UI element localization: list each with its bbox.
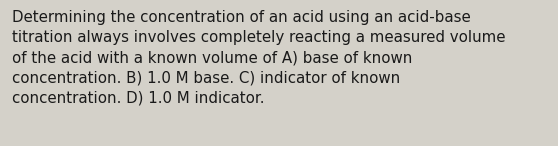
Text: Determining the concentration of an acid using an acid-base
titration always inv: Determining the concentration of an acid… xyxy=(12,10,506,105)
